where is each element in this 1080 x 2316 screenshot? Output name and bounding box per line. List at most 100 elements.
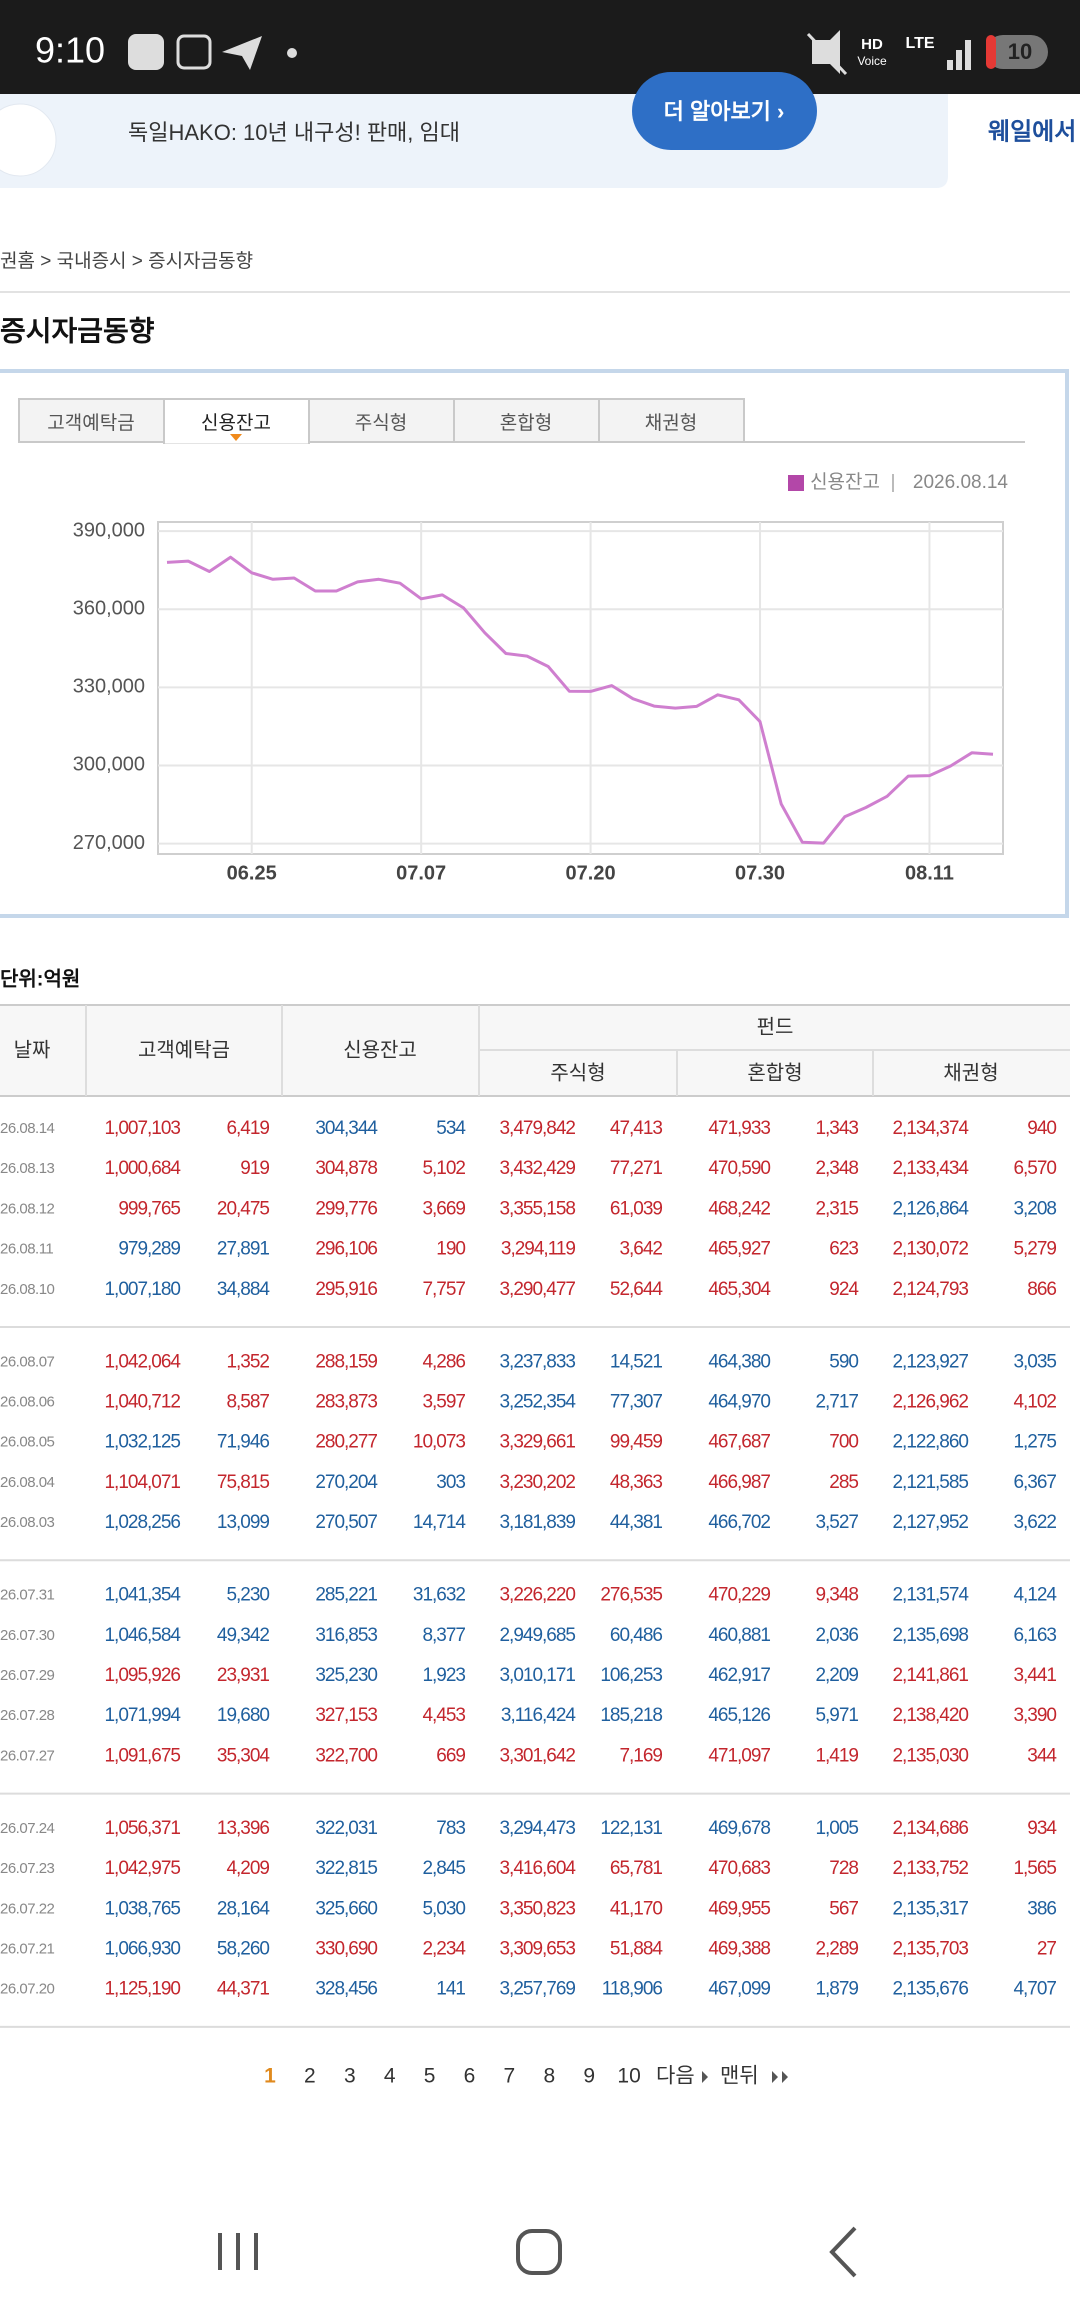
page-number[interactable]: 6 xyxy=(464,2065,476,2088)
page-number[interactable]: 4 xyxy=(384,2065,396,2088)
cell: 3,350,823 xyxy=(499,1898,575,1919)
mute-icon xyxy=(806,32,848,76)
cell: 27,891 xyxy=(217,1239,270,1260)
cell: 7,169 xyxy=(619,1745,662,1766)
cell: 2,131,574 xyxy=(892,1585,969,1606)
row-date: 26.08.11 xyxy=(0,1241,53,1258)
cell: 44,371 xyxy=(217,1979,270,2000)
cell: 34,884 xyxy=(217,1279,271,1300)
ad-button[interactable] xyxy=(632,72,817,150)
page-next[interactable]: 다음 xyxy=(656,2065,695,2088)
tab[interactable] xyxy=(308,398,455,443)
breadcrumb[interactable]: 권홈 > 국내증시 > 증시자금동향 xyxy=(0,250,253,272)
cell: 2,209 xyxy=(815,1665,858,1686)
cell: 27 xyxy=(1037,1939,1057,1960)
cell: 567 xyxy=(829,1898,858,1919)
cell: 322,815 xyxy=(315,1858,377,1879)
cell: 3,441 xyxy=(1013,1665,1056,1686)
y-tick-label: 330,000 xyxy=(73,676,145,698)
header-fund-type: 혼합형 xyxy=(747,1061,802,1084)
cell: 1,007,180 xyxy=(104,1279,180,1300)
row-date: 26.08.05 xyxy=(0,1434,55,1451)
page-number[interactable]: 9 xyxy=(583,2065,595,2088)
cell: 467,687 xyxy=(708,1432,770,1453)
row-date: 26.07.21 xyxy=(0,1940,55,1957)
tab[interactable] xyxy=(598,398,745,443)
data-line xyxy=(166,555,994,845)
cell: 303 xyxy=(436,1472,465,1493)
cell: 2,135,676 xyxy=(892,1979,968,2000)
cell: 2,234 xyxy=(422,1939,466,1960)
header-credit: 신용잔고 xyxy=(343,1038,417,1061)
cell: 2,949,685 xyxy=(499,1625,575,1646)
page-last[interactable]: 맨뒤 xyxy=(720,2065,759,2088)
page-number[interactable]: 8 xyxy=(543,2065,555,2088)
x-tick-label: 07.07 xyxy=(396,862,446,884)
tab-label[interactable]: 채권형 xyxy=(645,412,697,434)
tab-label[interactable]: 주식형 xyxy=(355,412,407,434)
row-date: 26.08.12 xyxy=(0,1200,55,1217)
cell: 10,073 xyxy=(413,1432,466,1453)
cell: 471,933 xyxy=(708,1118,770,1139)
nav-back[interactable] xyxy=(829,2226,857,2278)
ad-button-label[interactable]: 더 알아보기 › xyxy=(664,99,785,124)
cell: 1,046,584 xyxy=(104,1625,181,1646)
battery xyxy=(986,35,1048,69)
cell: 6,419 xyxy=(226,1118,269,1139)
status-network: LTE xyxy=(905,35,934,52)
signal-icon xyxy=(947,40,971,70)
page-number[interactable]: 3 xyxy=(344,2065,356,2088)
page-number[interactable]: 2 xyxy=(304,2065,316,2088)
page-title: 증시자금동향 xyxy=(0,315,155,346)
cell: 1,565 xyxy=(1013,1858,1056,1879)
cell: 1,275 xyxy=(1013,1432,1056,1453)
cell: 60,486 xyxy=(610,1625,663,1646)
ad-logo xyxy=(0,103,57,177)
cell: 465,304 xyxy=(708,1279,771,1300)
cell: 270,204 xyxy=(315,1472,378,1493)
tab-label[interactable]: 신용잔고 xyxy=(201,412,271,434)
row-date: 26.07.30 xyxy=(0,1627,55,1644)
cell: 285,221 xyxy=(315,1585,377,1606)
cell: 924 xyxy=(829,1279,859,1300)
cell: 700 xyxy=(829,1432,858,1453)
cell: 534 xyxy=(436,1118,466,1139)
cell: 3,355,158 xyxy=(499,1198,575,1219)
cell: 1,125,190 xyxy=(104,1979,180,2000)
page-number[interactable]: 1 xyxy=(264,2065,276,2088)
cell: 999,765 xyxy=(118,1198,180,1219)
header-fund-type: 채권형 xyxy=(943,1061,998,1084)
tab-label[interactable]: 고객예탁금 xyxy=(47,412,134,434)
cell: 75,815 xyxy=(217,1472,270,1493)
page-number[interactable]: 5 xyxy=(424,2065,436,2088)
cell: 466,987 xyxy=(708,1472,770,1493)
cell: 3,416,604 xyxy=(499,1858,576,1879)
cell: 1,000,684 xyxy=(104,1158,181,1179)
cell: 122,131 xyxy=(600,1818,662,1839)
cell: 2,717 xyxy=(815,1392,858,1413)
last-arrow[interactable] xyxy=(772,2071,788,2083)
cell: 7,757 xyxy=(422,1279,465,1300)
cell: 465,927 xyxy=(708,1239,770,1260)
tab[interactable] xyxy=(453,398,600,443)
cell: 3,527 xyxy=(815,1512,858,1533)
page-number[interactable]: 10 xyxy=(617,2065,640,2088)
cell: 1,041,354 xyxy=(104,1585,181,1606)
cell: 4,209 xyxy=(226,1858,269,1879)
cell: 469,955 xyxy=(708,1898,770,1919)
cell: 5,030 xyxy=(422,1898,465,1919)
next-arrow[interactable] xyxy=(702,2071,708,2083)
page-number[interactable]: 7 xyxy=(504,2065,516,2088)
tab[interactable] xyxy=(18,398,165,443)
nav-recent[interactable] xyxy=(218,2233,258,2270)
cell: 623 xyxy=(829,1239,858,1260)
cell: 6,570 xyxy=(1013,1158,1056,1179)
cell: 469,678 xyxy=(708,1818,770,1839)
tab-label[interactable]: 혼합형 xyxy=(500,412,552,434)
cell: 9,348 xyxy=(815,1585,858,1606)
cell: 2,126,864 xyxy=(892,1198,969,1219)
cell: 20,475 xyxy=(217,1198,270,1219)
cell: 1,879 xyxy=(815,1979,858,2000)
nav-home[interactable] xyxy=(516,2229,562,2275)
